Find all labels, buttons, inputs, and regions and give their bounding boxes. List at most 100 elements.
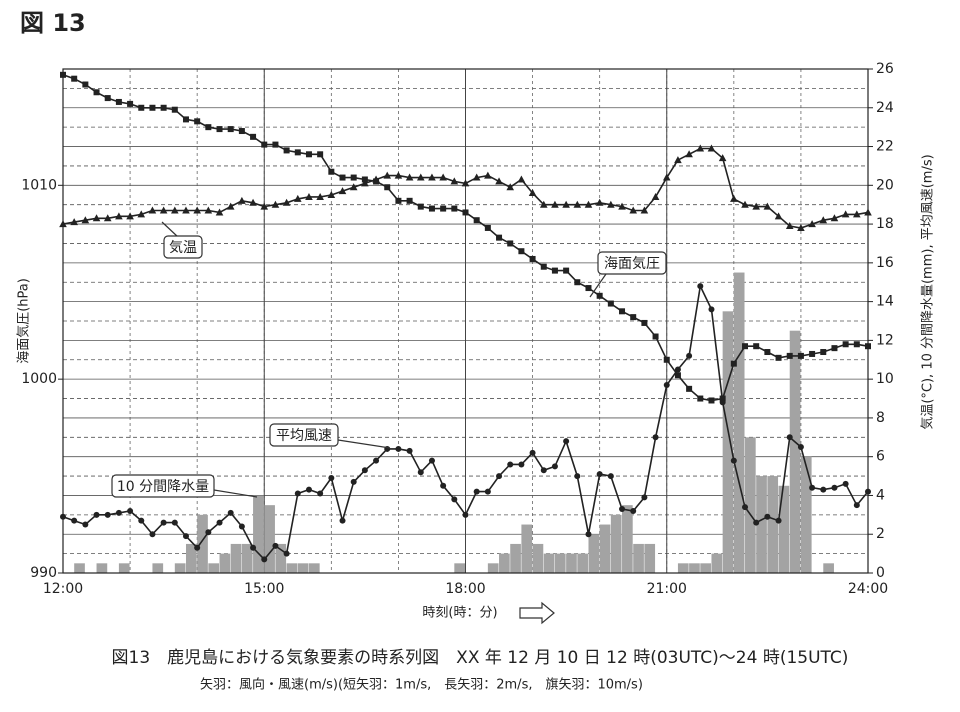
triangle-marker (70, 218, 78, 226)
leader-line (213, 489, 258, 498)
circle-marker (809, 484, 816, 491)
square-marker (674, 372, 681, 379)
y2-tick-label: 10 (876, 371, 894, 387)
circle-marker (574, 473, 581, 480)
triangle-marker (495, 177, 503, 185)
triangle-marker (327, 191, 336, 198)
square-marker (115, 98, 122, 105)
precip-bar (74, 563, 85, 573)
triangle-marker (595, 198, 604, 206)
precip-bar (700, 563, 711, 573)
triangle-marker (785, 222, 794, 230)
square-marker (283, 147, 290, 154)
square-marker (831, 345, 838, 352)
circle-marker (719, 399, 726, 406)
y-tick-label: 990 (30, 565, 57, 581)
triangle-marker (685, 150, 693, 158)
circle-marker (395, 445, 402, 452)
precip-bar (800, 456, 812, 573)
y2-tick-label: 14 (876, 294, 894, 310)
precip-bar (185, 543, 197, 573)
square-marker (71, 75, 78, 82)
square-marker (708, 397, 715, 404)
callout-box (111, 474, 215, 498)
triangle-marker (137, 210, 146, 218)
triangle-marker (506, 183, 515, 191)
square-marker (518, 248, 525, 255)
precip-bar (622, 505, 633, 573)
triangle-marker (338, 187, 347, 195)
square-marker (384, 184, 391, 191)
circle-marker (529, 449, 536, 456)
square-marker (585, 285, 592, 292)
square-marker (473, 217, 480, 224)
y2-tick-label: 8 (876, 410, 885, 426)
precip-bar (241, 543, 253, 573)
precip-bar (633, 543, 644, 573)
circle-marker (328, 475, 335, 482)
square-marker (227, 126, 234, 133)
triangle-marker (226, 202, 235, 210)
triangle-marker (484, 171, 492, 179)
square-marker (853, 341, 860, 348)
square-marker (317, 151, 324, 158)
circle-marker (160, 519, 167, 526)
square-marker (540, 263, 547, 270)
square-marker (496, 234, 503, 241)
square-marker (339, 174, 346, 181)
square-marker (596, 292, 603, 299)
circle-marker (71, 517, 78, 524)
circle-marker (797, 444, 804, 450)
callout-label: 海面気圧 (604, 256, 660, 272)
circle-marker (484, 488, 491, 495)
y-tick-label: 1000 (21, 371, 57, 387)
square-marker (551, 267, 558, 274)
triangle-marker (439, 173, 447, 181)
circle-marker (674, 366, 681, 373)
circle-marker (82, 521, 89, 528)
circle-marker (853, 502, 860, 509)
circle-marker (462, 511, 469, 518)
triangle-marker (662, 173, 671, 181)
y2-tick-label: 4 (876, 487, 885, 503)
triangle-marker (551, 200, 559, 208)
circle-marker (305, 486, 312, 493)
precip-bar (264, 505, 275, 573)
square-marker (238, 128, 245, 135)
square-marker (697, 395, 704, 402)
triangle-marker (282, 198, 291, 206)
square-marker (563, 267, 570, 274)
circle-marker (540, 467, 547, 474)
circle-marker (227, 509, 234, 516)
triangle-marker (416, 173, 425, 181)
circle-marker (272, 542, 279, 549)
circle-marker (417, 469, 424, 476)
precip-bar (588, 534, 600, 573)
circle-marker (373, 457, 380, 464)
precip-bar (689, 563, 700, 573)
square-marker (607, 300, 614, 307)
caption: 図13 鹿児島における気象要素の時系列図 XX 年 12 月 10 日 12 時… (112, 648, 849, 668)
circle-marker (764, 513, 771, 520)
triangle-marker (103, 214, 112, 222)
circle-marker (652, 434, 659, 441)
circle-marker (216, 519, 223, 526)
triangle-marker (92, 214, 101, 222)
circle-marker (842, 480, 849, 487)
circle-marker (507, 461, 514, 468)
circle-marker (551, 463, 558, 470)
circle-marker (238, 523, 245, 530)
circle-marker (820, 486, 827, 493)
precip-bar (711, 553, 723, 573)
square-marker (451, 205, 458, 212)
square-marker (462, 209, 469, 216)
square-marker (440, 205, 447, 212)
circle-marker (261, 556, 268, 563)
square-marker (417, 203, 424, 210)
triangle-marker (305, 192, 313, 200)
circle-marker (182, 533, 189, 540)
square-marker (82, 81, 89, 88)
triangle-marker (450, 177, 459, 185)
